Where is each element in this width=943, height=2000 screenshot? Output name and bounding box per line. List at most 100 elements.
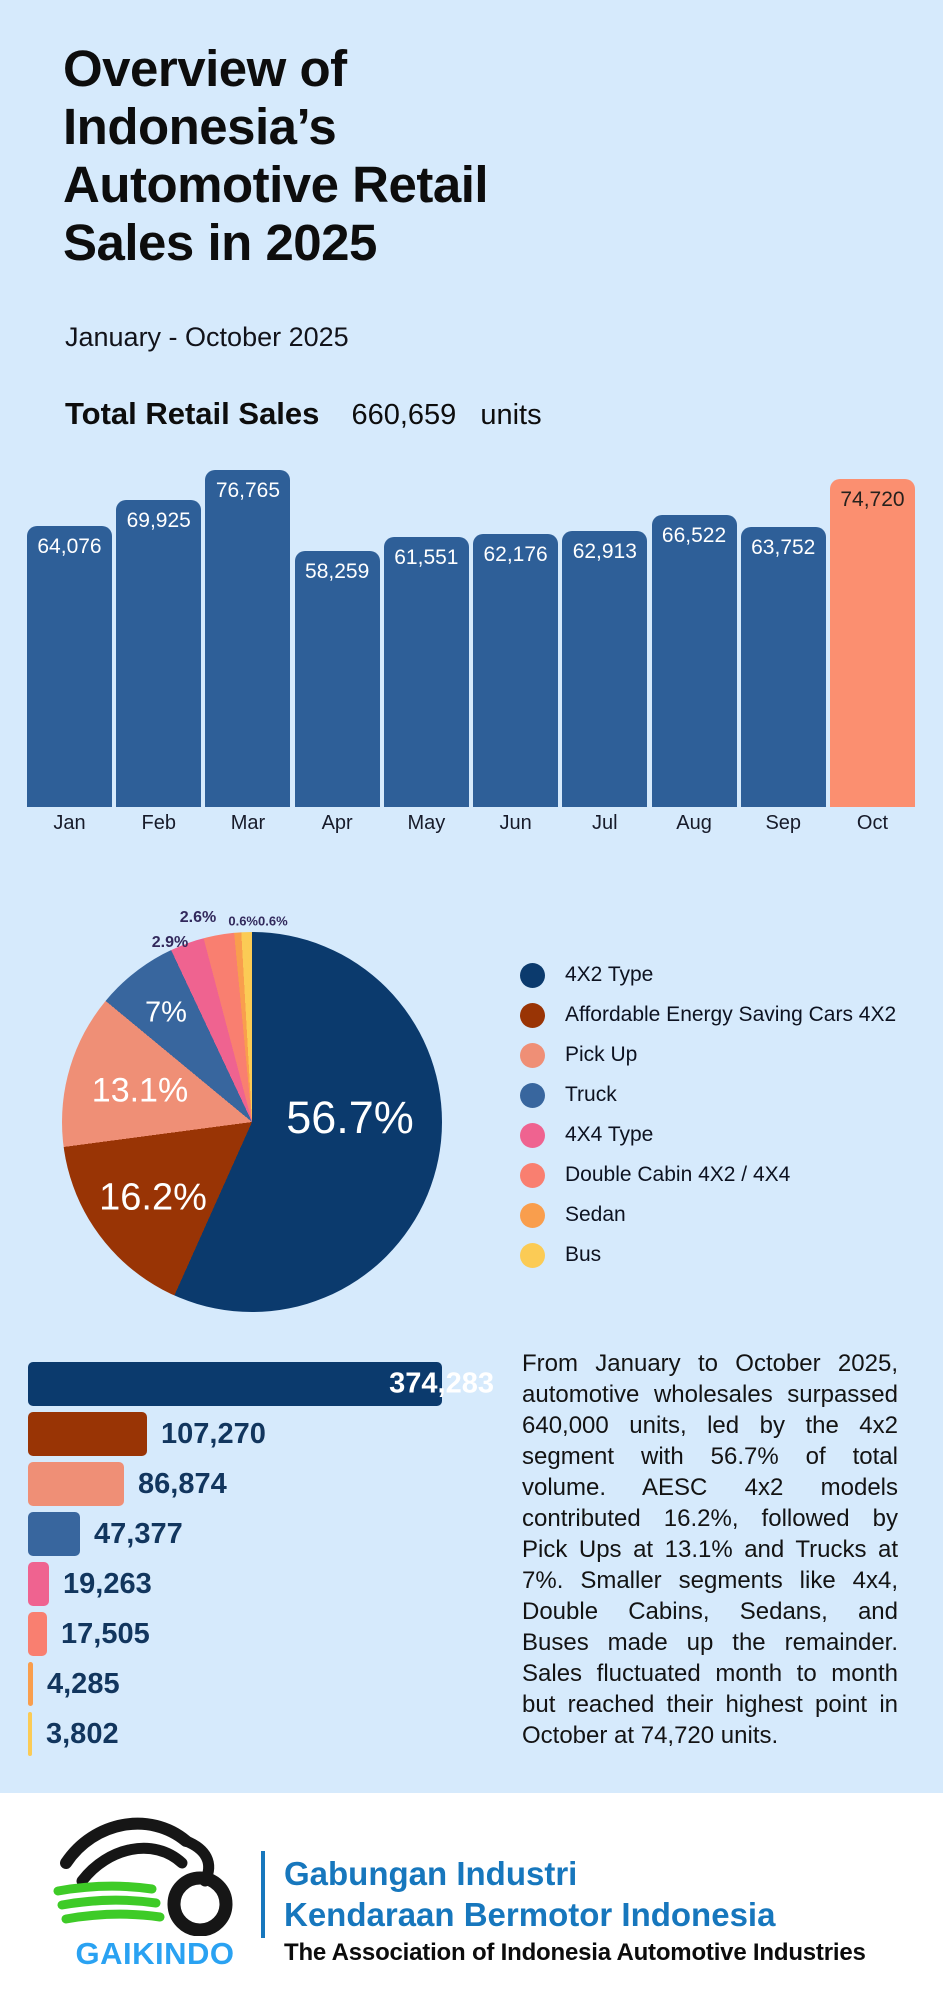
hbar-value-label: 4,285 <box>47 1667 120 1700</box>
bar-value-label: 58,259 <box>305 560 370 583</box>
total-retail-sales-value: 660,659 <box>351 399 457 431</box>
month-label: Aug <box>676 812 712 834</box>
title-line-4: Sales in 2025 <box>63 214 377 271</box>
hbar-row: 107,270 <box>28 1412 508 1456</box>
bar-rect: 69,925 <box>116 500 202 807</box>
legend-item: Double Cabin 4X2 / 4X4 <box>520 1155 896 1195</box>
hbar-rect <box>28 1562 49 1606</box>
legend-item: Truck <box>520 1075 896 1115</box>
hbar-rect <box>28 1712 32 1756</box>
hbar-value-label: 19,263 <box>63 1567 152 1600</box>
bar-jan: 64,076 <box>27 470 112 807</box>
bar-value-label: 64,076 <box>37 535 102 558</box>
hbar-row: 4,285 <box>28 1662 508 1706</box>
hbar-row: 3,802 <box>28 1712 508 1756</box>
legend-label: Sedan <box>565 1203 626 1226</box>
bar-value-label: 63,752 <box>751 536 816 559</box>
hbar-value-label: 86,874 <box>138 1467 227 1500</box>
total-retail-sales: Total Retail Sales 660,659 units <box>65 396 542 432</box>
hbar-row: 19,263 <box>28 1562 508 1606</box>
month-label: Jan <box>53 812 86 834</box>
legend-item: Sedan <box>520 1195 896 1235</box>
hbar-value-label: 3,802 <box>46 1717 119 1750</box>
legend-dot-icon <box>520 1122 545 1148</box>
bar-value-label: 62,176 <box>483 543 548 566</box>
legend-dot-icon <box>520 962 545 988</box>
bar-rect: 66,522 <box>651 515 737 807</box>
legend-label: 4X2 Type <box>565 963 654 986</box>
month-label: Jun <box>499 812 532 834</box>
gaikindo-wordmark: GAIKINDO <box>75 1936 235 1971</box>
bar-value-label: 62,913 <box>572 540 637 563</box>
bar-aug: 66,522 <box>651 470 737 807</box>
bar-feb: 69,925 <box>116 470 202 807</box>
pie-label-bus: 0.6% <box>258 913 288 929</box>
bar-jul: 62,913 <box>562 470 648 807</box>
summary-paragraph: From January to October 2025, automotive… <box>522 1350 898 1749</box>
page-title: Overview of Indonesia’s Automotive Retai… <box>63 40 489 272</box>
segment-pie-chart: 56.7% 16.2% 13.1% 7% <box>62 932 442 1312</box>
title-line-3: Automotive Retail <box>63 156 489 213</box>
bar-mar: 76,765 <box>205 470 291 807</box>
hbar-row: 47,377 <box>28 1512 508 1556</box>
legend-dot-icon <box>520 1002 545 1028</box>
legend-label: Truck <box>565 1083 617 1106</box>
hbar-value-label: 107,270 <box>161 1417 266 1450</box>
total-retail-sales-unit: units <box>480 399 542 431</box>
bar-rect: 62,176 <box>473 534 559 807</box>
legend-dot-icon <box>520 1202 545 1228</box>
bar-rect: 64,076 <box>27 526 112 807</box>
gaikindo-car-logo <box>53 1817 233 1936</box>
bar-value-label: 76,765 <box>215 479 281 502</box>
hbar-rect <box>28 1662 33 1706</box>
month-label: Mar <box>230 812 266 834</box>
month-label: Feb <box>141 812 176 834</box>
month-label: Apr <box>321 812 353 834</box>
hbar-value-label: 17,505 <box>61 1617 150 1650</box>
hbar-rect: 374,283 <box>28 1362 494 1406</box>
bar-jun: 62,176 <box>473 470 559 807</box>
hbar-rect <box>28 1412 147 1456</box>
bar-sep: 63,752 <box>740 470 826 807</box>
hbar-rect <box>28 1512 80 1556</box>
bar-oct: 74,720 <box>829 470 915 807</box>
bar-value-label: 69,925 <box>126 509 191 532</box>
legend-label: 4X4 Type <box>565 1123 654 1146</box>
monthly-bar-chart: 64,076 69,925 76,765 58,259 61,551 62,176 62,9… <box>27 470 915 807</box>
pie-label-pickup: 13.1% <box>91 1071 189 1110</box>
legend-label: Affordable Energy Saving Cars 4X2 <box>565 1003 897 1026</box>
legend-label: Pick Up <box>565 1043 638 1066</box>
title-line-1: Overview of <box>63 40 347 97</box>
month-label: May <box>407 812 446 834</box>
bar-rect: 61,551 <box>383 537 469 807</box>
org-subtitle: The Association of Indonesia Automotive … <box>284 1939 866 1966</box>
legend-item: Pick Up <box>520 1035 896 1075</box>
bar-rect: 74,720 <box>829 479 915 807</box>
legend-dot-icon <box>520 1162 545 1188</box>
bar-rect: 62,913 <box>562 531 648 807</box>
legend-dot-icon <box>520 1042 545 1068</box>
hbar-row: 86,874 <box>28 1462 508 1506</box>
legend-item: Bus <box>520 1235 896 1275</box>
bar-apr: 58,259 <box>294 470 380 807</box>
bar-value-label: 66,522 <box>661 524 727 547</box>
hbar-value-label: 47,377 <box>94 1517 183 1550</box>
legend: 4X2 Type Affordable Energy Saving Cars 4X… <box>520 955 896 1275</box>
footer: GAIKINDO Gabungan Industri Kendaraan Ber… <box>0 1793 943 2000</box>
bar-may: 61,551 <box>383 470 469 807</box>
segment-bar-chart: 374,283 107,270 86,874 47,377 19,263 17,505 4,… <box>28 1362 508 1762</box>
month-label: Jul <box>592 812 618 834</box>
pie-label-4x4: 2.9% <box>151 934 189 951</box>
hbar-row: 374,283 <box>28 1362 508 1406</box>
month-axis: Jan Feb Mar Apr May Jun Jul Aug Sep Oct <box>27 812 915 835</box>
title-line-2: Indonesia’s <box>63 98 337 155</box>
pie-label-4x2: 56.7% <box>286 1092 414 1143</box>
legend-dot-icon <box>520 1242 545 1268</box>
month-label: Oct <box>856 812 889 834</box>
org-name-line-2: Kendaraan Bermotor Indonesia <box>284 1896 776 1933</box>
legend-item: 4X2 Type <box>520 955 896 995</box>
total-retail-sales-label: Total Retail Sales <box>65 396 320 431</box>
hbar-value-label: 374,283 <box>389 1367 494 1400</box>
legend-dot-icon <box>520 1082 545 1108</box>
bar-value-label: 61,551 <box>394 546 459 569</box>
